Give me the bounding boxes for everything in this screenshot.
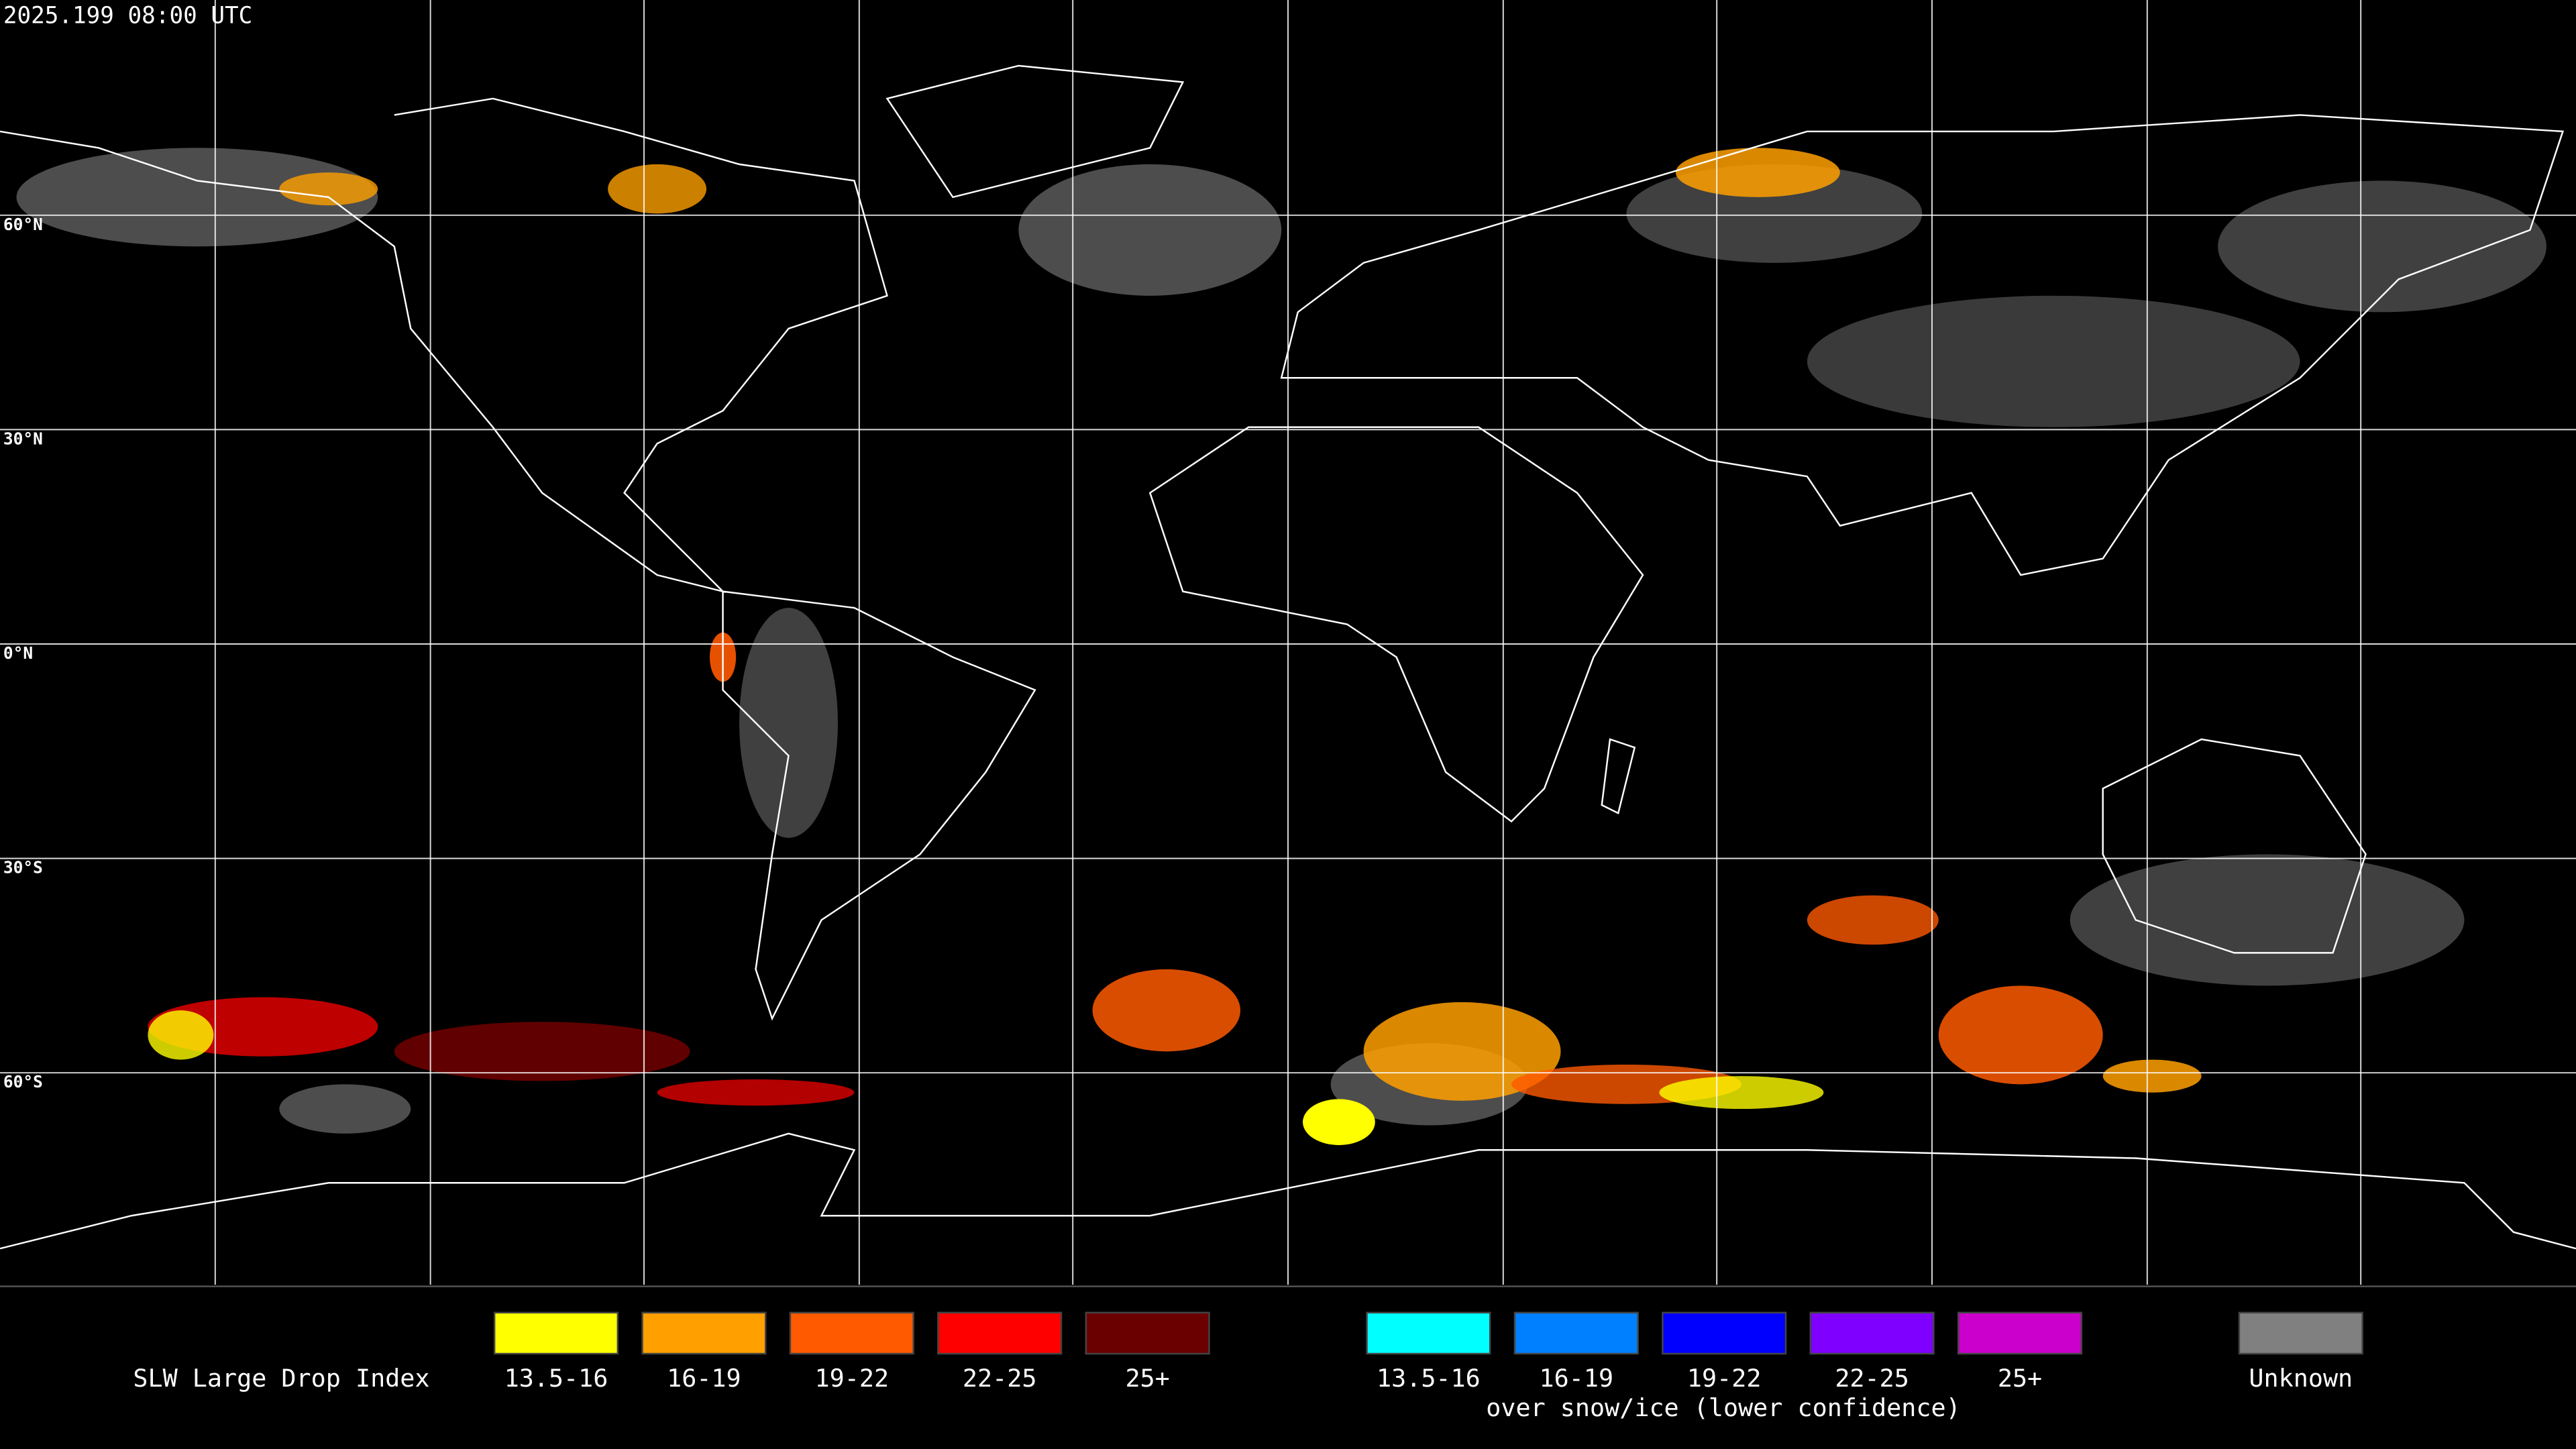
legend-label: 16-19 — [1540, 1364, 1614, 1393]
snow-ice-note: over snow/ice (lower confidence) — [1486, 1393, 1960, 1422]
legend-label: 13.5-16 — [504, 1364, 608, 1393]
coastlines — [0, 64, 2576, 1250]
legend-swatch — [1662, 1311, 1787, 1355]
legend-label: 13.5-16 — [1377, 1364, 1481, 1393]
legend-label: 22-25 — [1835, 1364, 1909, 1393]
latitude-label: 0°N — [3, 643, 33, 663]
legend-title: SLW Large Drop Index — [133, 1364, 429, 1393]
legend-label: 25+ — [1998, 1364, 2042, 1393]
timestamp: 2025.199 08:00 UTC — [3, 2, 252, 29]
legend-swatch — [641, 1311, 767, 1355]
legend-label: 25+ — [1125, 1364, 1169, 1393]
legend-label: 22-25 — [963, 1364, 1037, 1393]
legend-swatch — [2238, 1311, 2363, 1355]
latitude-label: 30°S — [3, 858, 43, 877]
cloud-patches — [16, 148, 2546, 1145]
legend-swatch — [1809, 1311, 1935, 1355]
legend-label: 19-22 — [1687, 1364, 1762, 1393]
legend-swatch — [789, 1311, 914, 1355]
legend-swatch — [937, 1311, 1063, 1355]
legend-swatch — [1366, 1311, 1491, 1355]
latitude-label: 60°S — [3, 1072, 43, 1091]
legend-label: 16-19 — [667, 1364, 741, 1393]
legend-swatch — [1513, 1311, 1639, 1355]
legend-label: 19-22 — [815, 1364, 890, 1393]
legend-swatch — [1085, 1311, 1210, 1355]
legend-swatch — [493, 1311, 619, 1355]
graticule — [214, 0, 2362, 1285]
latitude-label: 30°N — [3, 429, 43, 448]
legend-label: Unknown — [2249, 1364, 2353, 1393]
legend-swatch — [1957, 1311, 2083, 1355]
latitude-label: 60°N — [3, 215, 43, 234]
